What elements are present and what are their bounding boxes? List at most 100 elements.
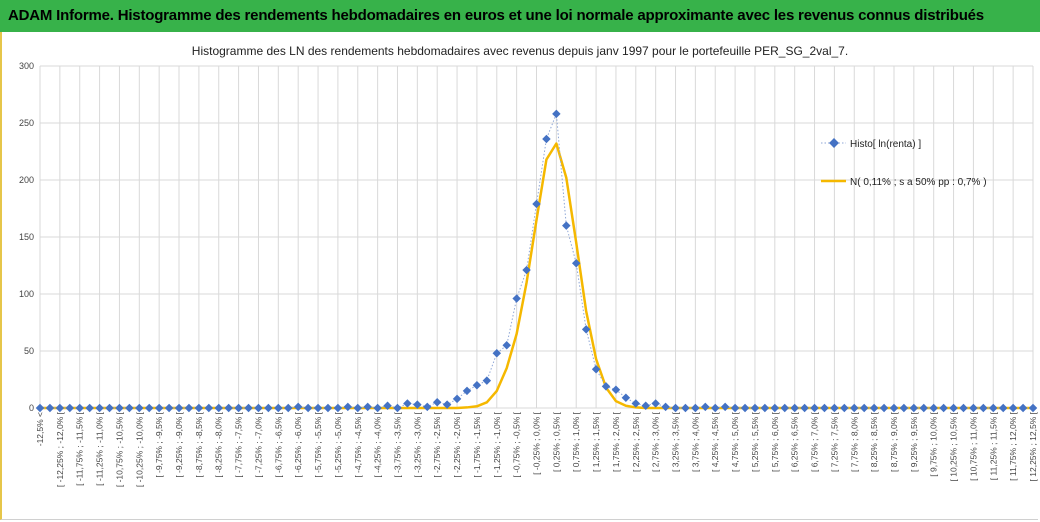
histo-point [850,403,859,413]
legend-histo-label: Histo[ ln(renta) ] [850,139,921,150]
histo-point [264,403,273,413]
report-title: ADAM Informe. Histogramme des rendements… [8,7,984,24]
histo-point [204,403,214,413]
x-tick-label: [ -3,25% ; -3,0% [ [412,411,422,477]
histo-point [879,403,889,413]
histo-point [840,403,849,413]
histo-point [760,403,770,413]
histo-point [333,403,343,413]
x-tick-label: [ 7,75% ; 8,0% [ [849,411,859,472]
x-tick-label: [ 5,25% ; 5,5% [ [750,411,760,472]
histo-point [979,403,988,413]
histo-point [720,402,730,412]
histo-point [154,403,164,413]
histo-point [750,403,760,413]
x-tick-label: [ -12,25% ; -12,0% [ [55,411,65,487]
y-axis-ticks: 0 50 100 150 200 250 300 [19,61,34,413]
histo-point [224,403,233,413]
histo-point [85,403,94,413]
histo-point [323,403,333,413]
x-tick-label: [ -3,75% ; -3,5% [ [392,411,402,477]
histo-point [462,386,472,396]
histo-point [552,109,561,119]
x-tick-label: [ -9,75% ; -9,5% [ [154,411,164,477]
x-tick-label: [ 0,75% ; 1,0% [ [571,411,581,472]
x-tick-label: [ 12,25% ; 12,5% [ [1028,411,1038,481]
x-tick-label: [ -1,75% ; -1,5% [ [472,411,482,477]
histo-point [164,403,174,413]
x-tick-label: [ 8,25% ; 8,5% [ [869,411,879,472]
histo-point [701,402,710,412]
x-tick-label: [ -7,75% ; -7,5% [ [234,411,244,477]
histo-point [621,393,631,402]
x-tick-label: [ -8,75% ; -8,5% [ [194,411,204,477]
chart-title: Histogramme des LN des rendements hebdom… [191,44,849,58]
histo-point [144,403,154,413]
histo-point [820,403,829,413]
histo-point [1008,403,1018,413]
x-tick-label: [ 5,75% ; 6,0% [ [770,411,780,472]
histo-point [194,403,204,413]
x-tick-label: [ 6,25% ; 6,5% [ [790,411,800,472]
histo-point [651,399,660,408]
histo-point [353,403,363,413]
histo-point [55,403,65,413]
x-tick-label: [ 8,75% ; 9,0% [ [889,411,899,472]
histo-point [740,403,750,413]
histo-point [184,403,194,413]
histo-point [472,380,482,390]
histo-point [313,403,323,413]
histo-point [959,403,968,413]
x-tick-label: [ 11,75% ; 12,0% [ [1008,411,1018,480]
histo-point [939,403,948,413]
histo-point [393,403,402,413]
histo-point [542,134,551,144]
histo-point [284,403,293,413]
histo-point [869,403,879,413]
histo-point [115,403,124,413]
x-tick-label: [ -4,75% ; -4,5% [ [353,411,363,477]
histo-point [125,403,134,413]
gridlines [39,65,1034,409]
y-tick-label: 50 [24,346,34,356]
histo-point [442,400,452,409]
histo-point [949,403,958,413]
report-banner: ADAM Informe. Histogramme des rendements… [0,0,1040,32]
x-tick-label: [ -11,75% ; -11,5% [ [75,411,85,485]
chart-frame [0,32,1038,520]
y-tick-label: 250 [19,118,34,128]
histo-point [581,325,591,334]
x-tick-label: [ 0,25% ; 0,5% [ [551,411,561,472]
histo-point [234,403,243,413]
x-tick-label: [ -9,25% ; -9,0% [ [174,411,184,477]
x-tick-label: [ 7,25% ; 7,5% [ [829,411,839,472]
x-tick-label: [ 6,75% ; 7,0% [ [810,411,820,472]
histo-point [452,394,462,404]
histo-point [661,402,670,412]
histo-point [790,403,799,413]
histo-point [45,403,55,413]
histo-point [75,403,84,413]
histo-point [343,402,353,412]
x-tick-label: -12,5% < [35,412,45,446]
x-tick-label: [ 3,75% ; 4,0% [ [690,411,700,472]
histo-point [293,402,303,412]
x-tick-label: [ -5,25% ; -5,0% [ [333,411,343,477]
histo-point [1028,403,1038,413]
legend-normal-label: N( 0,11% ; s a 50% pp : 0,7% ) [850,177,987,188]
histo-point [482,376,492,385]
histo-point [274,403,283,413]
x-tick-label: [ 2,75% ; 3,0% [ [651,411,661,472]
x-tick-label: [ -10,25% ; -10,0% [ [134,411,144,487]
x-tick-label: [ -2,25% ; -2,0% [ [452,411,462,477]
x-tick-label: [ -4,25% ; -4,0% [ [373,411,383,477]
x-tick-label: [ 10,25% ; 10,5% [ [949,411,959,481]
x-tick-label: [ -7,25% ; -7,0% [ [253,411,263,477]
histo-point [631,399,641,408]
x-tick-label: [ 4,75% ; 5,0% [ [730,411,740,472]
histo-point [691,403,700,413]
x-tick-label: [ 2,25% ; 2,5% [ [631,411,641,472]
histo-point [611,385,621,395]
x-tick-label: [ -10,75% ; -10,5% [ [114,411,124,487]
histo-point [681,403,690,413]
